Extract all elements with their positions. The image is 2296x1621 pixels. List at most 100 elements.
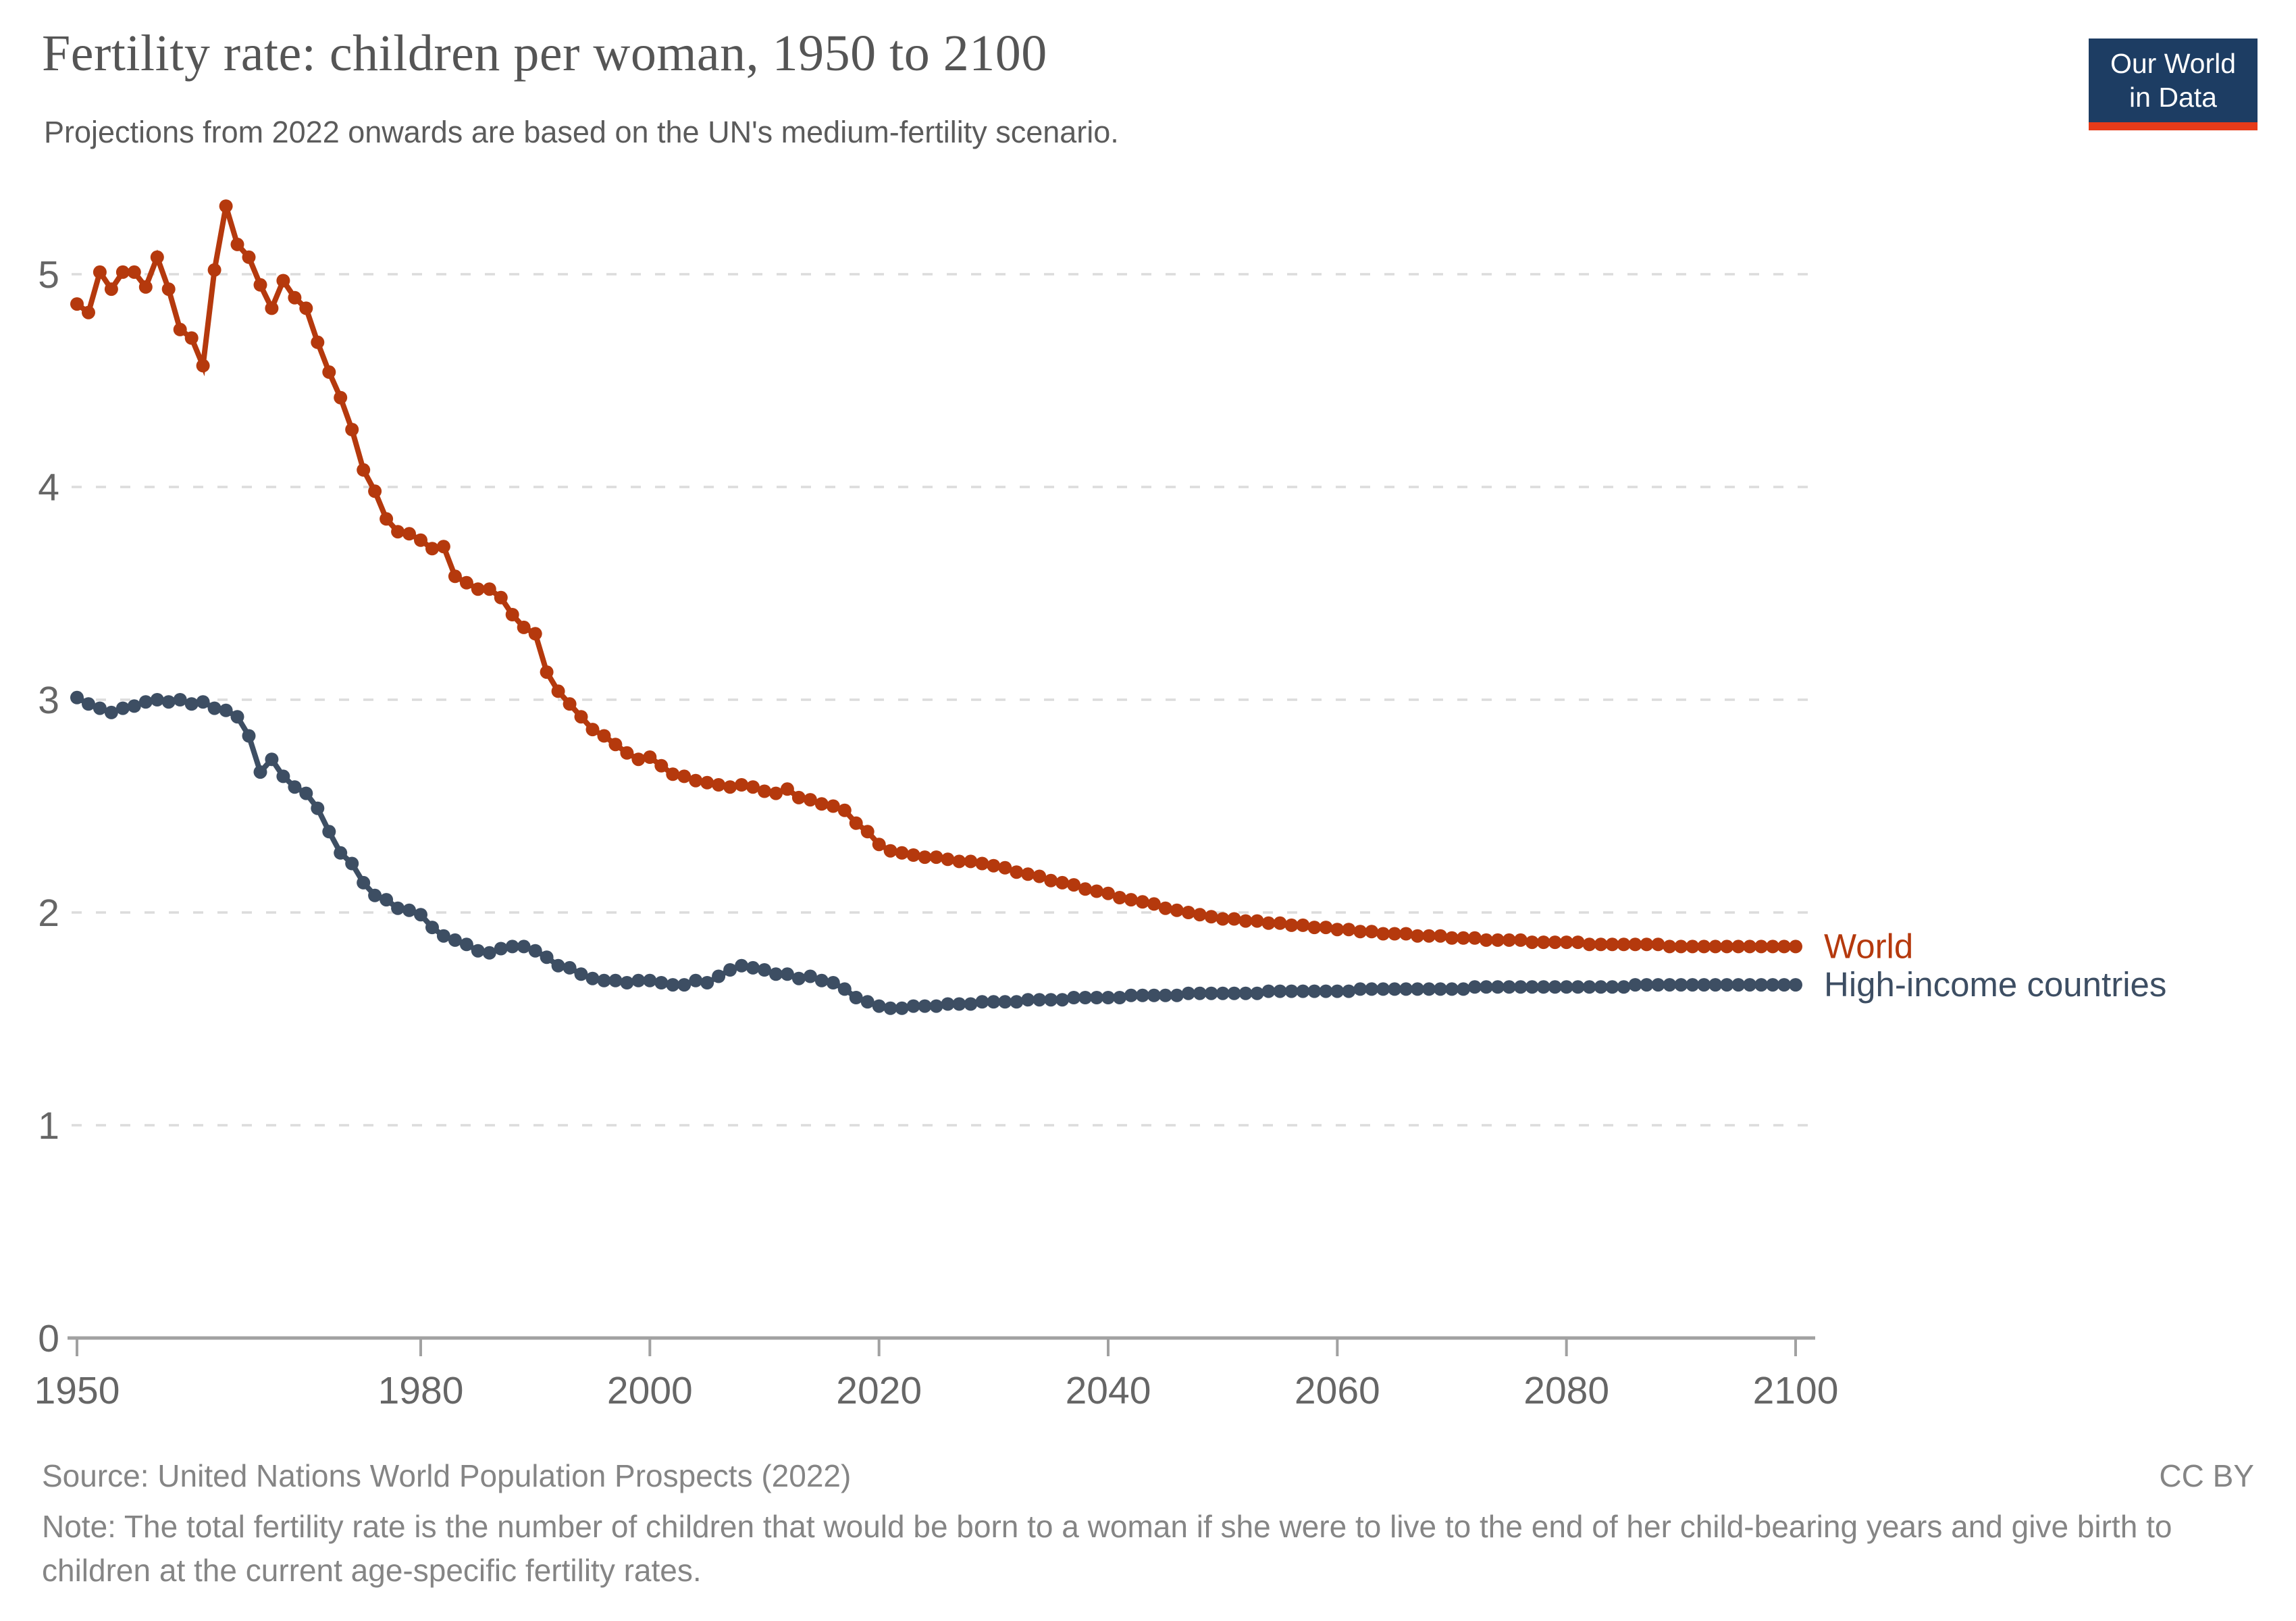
data-point xyxy=(952,997,966,1011)
data-point xyxy=(654,976,669,989)
chart-subtitle: Projections from 2022 onwards are based … xyxy=(44,115,1119,149)
data-point xyxy=(712,778,726,792)
data-point xyxy=(1296,918,1310,932)
data-point xyxy=(1284,984,1299,998)
data-point xyxy=(207,701,221,715)
data-point xyxy=(82,697,95,711)
license-link[interactable]: CC BY xyxy=(2159,1458,2254,1493)
data-point xyxy=(712,969,726,983)
data-point xyxy=(1010,865,1024,879)
data-point xyxy=(70,690,84,704)
data-point xyxy=(1158,901,1172,915)
data-point xyxy=(1090,884,1103,898)
data-point xyxy=(1067,878,1081,892)
data-point xyxy=(1628,937,1642,952)
series-high-income-countries[interactable] xyxy=(70,690,1802,1015)
y-axis-label-4: 4 xyxy=(38,466,59,509)
series-end-label-world: World xyxy=(1824,927,1913,965)
data-point xyxy=(1467,980,1482,994)
data-point xyxy=(265,752,279,767)
data-point xyxy=(643,973,657,987)
data-point xyxy=(689,773,703,788)
data-point xyxy=(127,699,141,713)
data-point xyxy=(471,944,485,958)
data-point xyxy=(849,816,863,830)
x-axis-label-2080: 2080 xyxy=(1523,1369,1609,1412)
data-point xyxy=(482,582,496,596)
data-point xyxy=(872,838,886,852)
data-point xyxy=(288,780,302,794)
data-point xyxy=(505,940,519,954)
data-point xyxy=(1525,980,1539,994)
data-point xyxy=(1021,867,1035,881)
data-point xyxy=(1399,927,1413,941)
data-point xyxy=(1376,927,1390,941)
data-point xyxy=(436,540,450,554)
data-point xyxy=(1457,931,1470,945)
data-point xyxy=(1743,978,1757,992)
data-point xyxy=(998,995,1012,1009)
data-point xyxy=(1044,873,1058,887)
data-point xyxy=(1651,937,1665,952)
data-point xyxy=(585,723,600,737)
data-point xyxy=(1353,925,1367,939)
data-point xyxy=(975,856,989,871)
data-point xyxy=(1090,991,1103,1004)
data-point xyxy=(207,263,221,277)
data-point xyxy=(1777,940,1791,954)
data-point xyxy=(1434,982,1447,996)
data-point xyxy=(791,790,806,804)
data-point xyxy=(322,365,336,379)
data-point xyxy=(1330,984,1345,998)
data-point xyxy=(837,982,852,996)
owid-logo[interactable]: Our World in Data xyxy=(2089,38,2258,130)
data-point xyxy=(1445,931,1459,945)
data-point xyxy=(1663,978,1677,992)
data-point xyxy=(276,769,290,783)
data-point xyxy=(791,971,806,985)
data-point xyxy=(1124,988,1138,1002)
series-world[interactable] xyxy=(70,199,1802,954)
data-point xyxy=(288,290,302,305)
data-point xyxy=(1571,980,1585,994)
data-point xyxy=(230,710,244,724)
data-point xyxy=(1594,937,1608,952)
data-point xyxy=(299,786,313,800)
data-point xyxy=(1411,929,1425,943)
data-point xyxy=(574,967,588,981)
data-point xyxy=(883,1001,897,1015)
data-point xyxy=(1605,980,1619,994)
data-point xyxy=(104,705,118,719)
data-point xyxy=(1033,869,1047,883)
data-point xyxy=(448,933,462,947)
data-point xyxy=(1021,993,1035,1007)
data-point xyxy=(414,533,427,547)
owid-logo-line2: in Data xyxy=(2129,82,2217,113)
data-point xyxy=(563,960,577,975)
data-point xyxy=(1766,978,1780,992)
x-axis-label-2100: 2100 xyxy=(1753,1369,1839,1412)
data-point xyxy=(1342,923,1356,937)
data-point xyxy=(1044,993,1058,1007)
data-point xyxy=(1457,982,1470,996)
data-point xyxy=(391,901,405,915)
data-point xyxy=(918,999,932,1013)
data-point xyxy=(1582,980,1596,994)
data-point xyxy=(459,575,473,590)
data-point xyxy=(1261,984,1276,998)
chart-title: Fertility rate: children per woman, 1950… xyxy=(42,25,1047,82)
data-point xyxy=(574,710,588,724)
data-point xyxy=(1216,912,1230,926)
data-point xyxy=(448,569,462,584)
x-axis-label-2040: 2040 xyxy=(1066,1369,1151,1412)
data-point xyxy=(357,463,371,477)
data-point xyxy=(1078,991,1093,1004)
data-point xyxy=(1720,940,1734,954)
data-point xyxy=(115,701,130,715)
data-point xyxy=(540,950,554,964)
source-text: Source: United Nations World Population … xyxy=(42,1458,852,1493)
data-point xyxy=(895,1001,909,1015)
data-point xyxy=(1548,980,1562,994)
data-point xyxy=(253,765,267,779)
